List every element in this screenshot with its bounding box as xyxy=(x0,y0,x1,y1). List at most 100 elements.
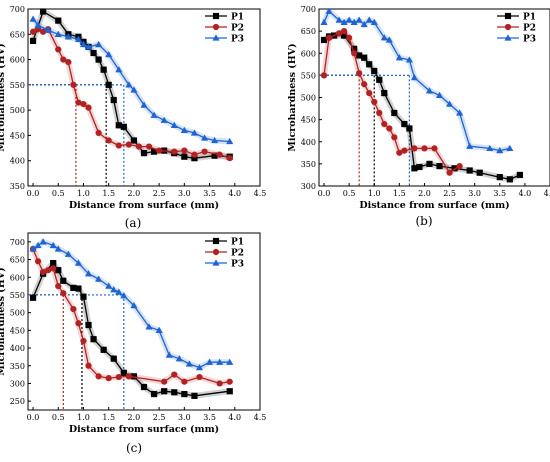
data-point xyxy=(320,72,328,79)
chart-panel-b: 0.0 0.5 1.0 1.5 2.0 2.5 3.0 3.5 4.0 4.5 300 350 400 4… xyxy=(287,5,550,228)
data-point xyxy=(195,363,204,371)
data-point xyxy=(496,174,503,181)
data-point xyxy=(115,373,122,381)
y-tick-label: 400 xyxy=(10,344,25,353)
data-point xyxy=(401,120,408,128)
y-tick-label: 250 xyxy=(10,397,25,406)
plot-frame xyxy=(27,232,261,411)
legend-marker xyxy=(212,237,220,245)
y-tick-label: 450 xyxy=(10,326,25,335)
data-point xyxy=(370,18,378,25)
data-point xyxy=(95,40,103,48)
data-point xyxy=(451,165,458,172)
series-p1 xyxy=(320,32,523,183)
data-point xyxy=(476,169,483,176)
legend-label: P2 xyxy=(231,249,244,259)
data-point xyxy=(180,126,188,134)
y-axis-label: Microhardness (HV) xyxy=(0,267,7,375)
data-point xyxy=(29,15,37,22)
data-point xyxy=(135,143,143,150)
data-point xyxy=(90,336,97,343)
data-point xyxy=(200,134,209,141)
x-tick-label: 0.0 xyxy=(27,189,40,198)
data-point xyxy=(95,373,102,380)
data-point xyxy=(171,148,178,155)
data-point xyxy=(181,378,188,385)
data-point xyxy=(34,21,42,28)
legend-marker xyxy=(212,23,220,31)
y-tick-label: 550 xyxy=(10,291,25,300)
series-line xyxy=(32,18,230,143)
x-axis-label: Distance from surface (mm) xyxy=(69,200,219,211)
data-point xyxy=(381,120,388,128)
data-point xyxy=(376,109,383,117)
data-point xyxy=(145,323,153,330)
data-point xyxy=(171,371,178,378)
y-tick-label: 650 xyxy=(10,30,25,39)
data-point xyxy=(216,358,224,365)
data-point xyxy=(506,176,513,183)
data-point xyxy=(371,67,378,75)
data-point xyxy=(29,37,37,44)
data-point xyxy=(226,137,234,145)
data-point xyxy=(350,18,358,25)
y-tick-label: 500 xyxy=(10,309,25,318)
data-point xyxy=(226,378,233,385)
data-point xyxy=(355,16,363,23)
x-tick-label: 3.0 xyxy=(178,189,191,198)
legend-marker xyxy=(504,23,512,31)
data-point xyxy=(466,142,474,149)
data-point xyxy=(170,121,178,128)
data-point xyxy=(110,96,117,104)
data-point xyxy=(456,162,463,170)
x-axis-label: Distance from surface (mm) xyxy=(359,200,509,211)
panel-caption: (c) xyxy=(126,441,142,455)
data-point xyxy=(351,45,358,52)
data-point xyxy=(70,284,77,291)
x-axis-label: Distance from surface (mm) xyxy=(69,424,219,435)
data-point xyxy=(466,167,473,174)
x-tick-label: 2.0 xyxy=(128,413,141,422)
data-point xyxy=(356,52,363,59)
data-point xyxy=(226,388,233,395)
data-point xyxy=(60,290,67,297)
data-point xyxy=(160,116,168,123)
y-tick-label: 550 xyxy=(301,71,316,80)
data-point xyxy=(401,147,408,154)
x-tick-label: 1.0 xyxy=(77,189,90,198)
data-point xyxy=(456,109,464,116)
data-point xyxy=(140,383,148,391)
data-point xyxy=(181,390,188,398)
data-point xyxy=(105,50,113,58)
x-tick-label: 2.0 xyxy=(418,189,431,198)
legend-marker xyxy=(212,12,220,20)
data-point xyxy=(155,326,163,334)
legend-marker xyxy=(212,248,220,256)
legend-label: P3 xyxy=(523,35,536,45)
series-p2 xyxy=(320,28,463,176)
data-point xyxy=(115,288,123,295)
data-point xyxy=(366,61,373,68)
x-tick-label: 4.5 xyxy=(544,189,550,198)
legend-marker xyxy=(212,259,220,266)
data-point xyxy=(405,56,413,63)
data-point xyxy=(125,81,133,88)
data-point xyxy=(516,171,523,179)
y-tick-label: 450 xyxy=(10,131,25,140)
y-tick-label: 700 xyxy=(301,5,316,14)
data-point xyxy=(345,16,353,23)
data-point xyxy=(191,392,198,399)
data-point xyxy=(391,134,398,141)
data-point xyxy=(130,373,138,380)
data-point xyxy=(85,362,92,369)
plot-frame xyxy=(318,8,550,187)
data-point xyxy=(365,16,373,23)
data-point xyxy=(486,144,494,152)
data-point xyxy=(45,267,52,274)
legend-label: P1 xyxy=(523,13,536,23)
x-tick-label: 2.0 xyxy=(128,189,141,198)
data-point xyxy=(201,148,208,155)
data-point xyxy=(105,81,112,88)
